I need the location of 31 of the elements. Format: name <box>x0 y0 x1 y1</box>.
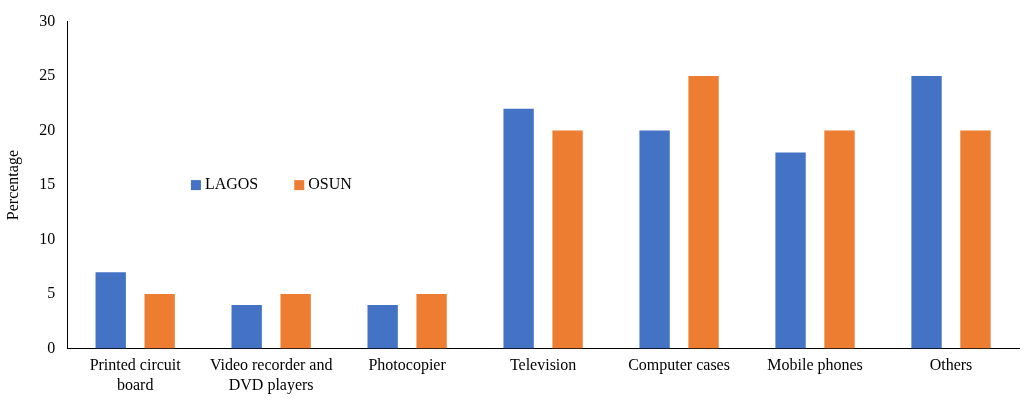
y-tick-label: 20 <box>39 120 56 138</box>
y-tick-label: 5 <box>47 284 56 302</box>
x-tick-label: Others <box>929 356 973 374</box>
bar <box>639 130 670 349</box>
bar <box>280 294 311 349</box>
bar <box>552 130 583 349</box>
bar <box>95 272 126 349</box>
y-tick-label: 15 <box>39 175 56 193</box>
bar <box>911 76 942 349</box>
bar <box>503 108 534 349</box>
y-tick-label: 30 <box>39 11 56 29</box>
bar <box>231 305 262 349</box>
bar <box>775 152 806 349</box>
x-tick-label: Computer cases <box>628 356 730 375</box>
x-tick-label: Mobile phones <box>767 356 863 375</box>
x-tick-label: Photocopier <box>368 356 447 375</box>
bar <box>144 294 175 349</box>
y-tick-label: 0 <box>47 338 56 356</box>
x-tick-label: Printed circuit board <box>89 356 182 393</box>
y-tick-label: 25 <box>39 66 56 84</box>
bar <box>416 294 447 349</box>
bar <box>367 305 398 349</box>
legend-label: OSUN <box>308 175 353 193</box>
bar <box>688 76 719 349</box>
legend-label: LAGOS <box>204 175 259 193</box>
bar <box>960 130 991 349</box>
x-tick-label: Video recorder and DVD players <box>209 356 333 394</box>
x-tick-label: Television <box>509 356 577 374</box>
y-tick-label: 10 <box>39 229 56 247</box>
bar <box>824 130 855 349</box>
y-axis-title: Percentage <box>3 150 22 221</box>
